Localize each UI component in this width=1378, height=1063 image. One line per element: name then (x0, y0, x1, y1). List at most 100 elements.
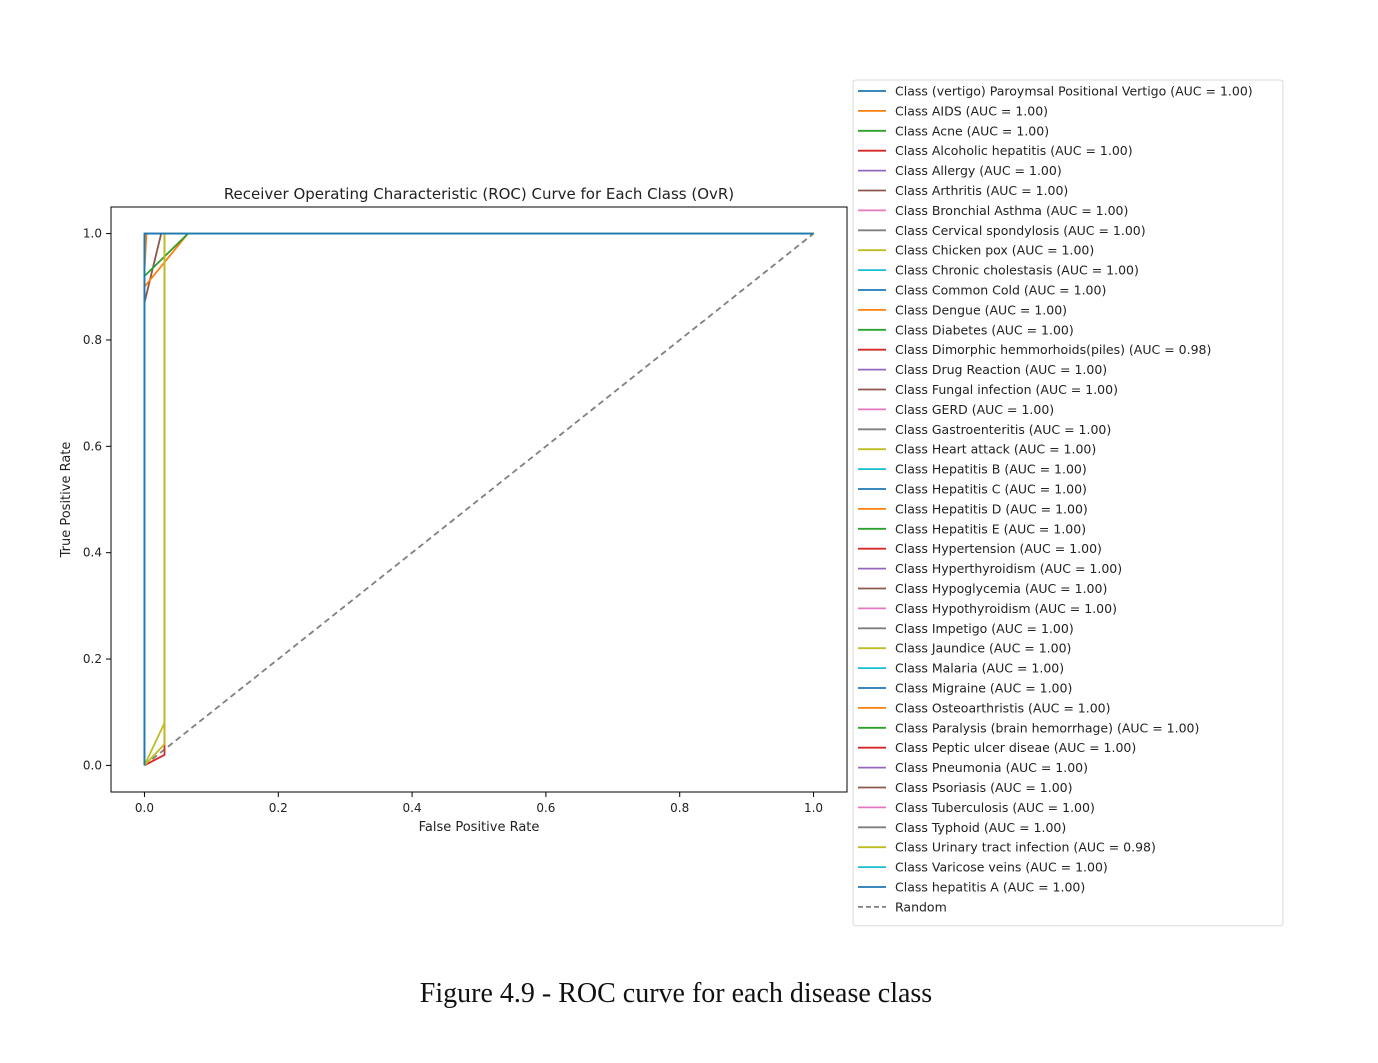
roc-series-line (143, 232, 814, 766)
x-ticks: 0.0 0.2 0.4 0.6 0.8 1.0 (135, 792, 823, 815)
plot-lines (143, 232, 815, 767)
legend-label: Class Hypertension (AUC = 1.00) (895, 541, 1102, 556)
y-tick-label: 0.6 (83, 439, 102, 453)
legend-label: Class Arthritis (AUC = 1.00) (895, 183, 1068, 198)
legend-label: Class (vertigo) Paroymsal Positional Ver… (895, 84, 1253, 99)
legend-label: Class Hypothyroidism (AUC = 1.00) (895, 601, 1117, 616)
legend-label: Class GERD (AUC = 1.00) (895, 402, 1054, 417)
x-tick-label: 0.4 (403, 801, 422, 815)
x-tick-label: 0.6 (536, 801, 555, 815)
roc-series-line (143, 232, 814, 766)
roc-series-line (143, 232, 814, 766)
axes-frame (110, 206, 848, 793)
roc-series-line (143, 232, 814, 766)
x-tick-label: 1.0 (804, 801, 823, 815)
y-tick-label: 0.8 (83, 333, 102, 347)
roc-series-line (143, 232, 814, 766)
chart-title: Receiver Operating Characteristic (ROC) … (224, 185, 734, 203)
roc-series-line (143, 232, 814, 766)
roc-series-line (143, 232, 814, 766)
roc-series-line (143, 232, 814, 766)
roc-series-line (143, 232, 814, 766)
roc-series-line (143, 232, 814, 766)
legend-label: Class AIDS (AUC = 1.00) (895, 103, 1048, 118)
legend-label: Class Chicken pox (AUC = 1.00) (895, 243, 1094, 258)
roc-series-line (143, 232, 814, 767)
roc-series-line (143, 232, 814, 766)
roc-series-line (143, 232, 814, 766)
legend-label: Class Allergy (AUC = 1.00) (895, 163, 1062, 178)
legend-label: Class Impetigo (AUC = 1.00) (895, 621, 1074, 636)
roc-series-line (143, 232, 814, 766)
roc-series-line (143, 232, 814, 766)
x-axis-label: False Positive Rate (419, 820, 540, 835)
legend-label: Class Hyperthyroidism (AUC = 1.00) (895, 561, 1122, 576)
legend-label: Class Gastroenteritis (AUC = 1.00) (895, 422, 1111, 437)
legend-label: Class Urinary tract infection (AUC = 0.9… (895, 840, 1156, 855)
legend-label: Class Malaria (AUC = 1.00) (895, 661, 1064, 676)
roc-series-line (143, 232, 814, 766)
legend-label: Class Chronic cholestasis (AUC = 1.00) (895, 263, 1139, 278)
roc-series-line (143, 232, 814, 766)
y-tick-label: 0.0 (83, 758, 102, 772)
legend-label: Class Dimorphic hemmorhoids(piles) (AUC … (895, 342, 1211, 357)
legend: Class (vertigo) Paroymsal Positional Ver… (852, 79, 1284, 927)
roc-series-line (143, 232, 814, 766)
roc-series-line (143, 232, 814, 766)
roc-series-line (143, 232, 814, 766)
roc-series-line (144, 232, 814, 767)
legend-label: Class Heart attack (AUC = 1.00) (895, 442, 1096, 457)
legend-label: Class Hepatitis C (AUC = 1.00) (895, 482, 1087, 497)
legend-label: Class Typhoid (AUC = 1.00) (895, 820, 1066, 835)
legend-label: Class Alcoholic hepatitis (AUC = 1.00) (895, 143, 1133, 158)
legend-label: Class Dengue (AUC = 1.00) (895, 302, 1067, 317)
roc-series-line (143, 232, 814, 766)
y-tick-label: 0.4 (83, 546, 102, 560)
roc-series-line (143, 232, 814, 766)
roc-series-line (143, 232, 814, 766)
roc-series-line (143, 232, 814, 766)
y-tick-label: 1.0 (83, 227, 102, 241)
x-tick-label: 0.0 (135, 801, 154, 815)
legend-label: Class Peptic ulcer diseae (AUC = 1.00) (895, 740, 1136, 755)
roc-series-line (143, 232, 814, 766)
roc-series-line (143, 232, 814, 766)
legend-box (852, 79, 1284, 927)
legend-label: Random (895, 899, 947, 914)
legend-label: Class Hypoglycemia (AUC = 1.00) (895, 581, 1107, 596)
x-tick-label: 0.8 (670, 801, 689, 815)
legend-label: Class Pneumonia (AUC = 1.00) (895, 760, 1088, 775)
roc-series-line (143, 232, 814, 766)
roc-series-line (143, 232, 814, 766)
legend-label: Class Jaundice (AUC = 1.00) (895, 641, 1071, 656)
roc-series-line (143, 232, 814, 766)
legend-label: Class Psoriasis (AUC = 1.00) (895, 780, 1073, 795)
roc-series-line (143, 232, 814, 766)
roc-series-line (143, 232, 814, 766)
roc-series-line (143, 232, 814, 766)
legend-label: Class Hepatitis E (AUC = 1.00) (895, 521, 1086, 536)
legend-label: Class Paralysis (brain hemorrhage) (AUC … (895, 720, 1199, 735)
legend-label: Class Varicose veins (AUC = 1.00) (895, 860, 1108, 875)
y-ticks: 0.0 0.2 0.4 0.6 0.8 1.0 (83, 227, 111, 772)
legend-label: Class Common Cold (AUC = 1.00) (895, 283, 1106, 298)
legend-label: Class Fungal infection (AUC = 1.00) (895, 382, 1118, 397)
legend-label: Class Migraine (AUC = 1.00) (895, 681, 1072, 696)
figure-caption: Figure 4.9 - ROC curve for each disease … (419, 978, 933, 1009)
legend-label: Class Cervical spondylosis (AUC = 1.00) (895, 223, 1146, 238)
legend-label: Class Osteoarthristis (AUC = 1.00) (895, 700, 1111, 715)
roc-series-line (143, 232, 814, 766)
roc-series-line (143, 232, 814, 766)
legend-label: Class Diabetes (AUC = 1.00) (895, 322, 1074, 337)
y-axis-label: True Positive Rate (59, 442, 74, 559)
legend-label: Class Acne (AUC = 1.00) (895, 123, 1049, 138)
legend-label: Class Drug Reaction (AUC = 1.00) (895, 362, 1107, 377)
legend-label: Class Hepatitis B (AUC = 1.00) (895, 462, 1087, 477)
roc-series-line (143, 232, 814, 766)
roc-series-line (143, 232, 814, 766)
x-tick-label: 0.2 (269, 801, 288, 815)
random-reference-line (143, 232, 815, 767)
legend-label: Class Bronchial Asthma (AUC = 1.00) (895, 203, 1128, 218)
roc-series-line (143, 232, 814, 766)
